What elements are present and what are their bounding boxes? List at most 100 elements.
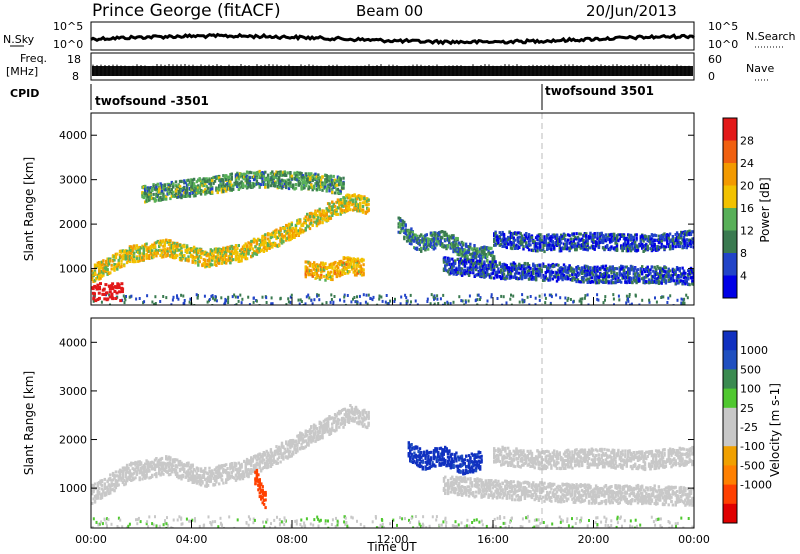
range-gate-cell [596,236,599,240]
range-gate-cell [261,248,264,252]
range-gate-cell [252,240,256,244]
range-gate-cell [512,241,515,245]
range-gate-cell [257,172,260,176]
range-gate-cell [445,232,448,236]
range-gate-cell [251,184,254,188]
range-gate-cell [353,206,356,210]
range-gate-cell [462,241,465,245]
range-gate-cell [520,241,524,245]
range-gate-cell [151,254,154,258]
range-gate-cell [340,184,344,188]
range-gate-cell [568,264,571,268]
range-gate-cell [318,213,321,217]
range-gate-cell [462,243,465,247]
range-gate-cell [629,268,633,272]
range-gate-cell [329,265,333,269]
range-gate-cell [466,269,469,272]
range-gate-cell [326,202,330,206]
range-gate-cell [558,237,561,241]
range-gate-cell [163,194,166,198]
range-gate-cell [120,259,123,263]
range-gate-cell [315,217,319,221]
range-gate-cell [98,274,101,278]
range-gate-cell [565,247,568,251]
range-gate-cell [590,276,594,280]
range-gate-cell [92,280,95,283]
range-gate-cell [192,182,196,186]
range-gate-cell [359,271,362,275]
range-gate-cell [211,258,214,262]
range-gate-cell [420,240,423,244]
range-gate-cell [476,266,479,270]
range-gate-cell [638,244,641,248]
range-gate-cell [116,266,119,269]
range-gate-cell [614,246,617,250]
range-gate-cell [335,269,338,272]
range-gate-cell [657,280,661,284]
range-gate-cell [204,182,207,186]
range-gate-cell [208,255,211,259]
range-gate-cell [666,270,669,274]
range-gate-cell [540,240,543,244]
range-gate-cell [262,246,266,250]
range-gate-cell [268,232,271,236]
range-gate-cell [343,203,346,207]
range-gate-cell [504,276,507,280]
range-gate-cell [278,172,281,176]
range-gate-cell [565,275,568,279]
range-gate-cell [632,267,635,271]
range-gate-cell [187,248,190,251]
range-gate-cell [205,191,208,195]
range-gate-cell [649,247,652,251]
range-gate-cell [290,229,293,233]
range-gate-cell [554,235,557,239]
range-gate-cell [611,232,614,236]
range-gate-cell [518,277,521,281]
range-gate-cell [163,247,166,251]
range-gate-cell [625,246,628,250]
range-gate-cell [597,281,601,285]
range-gate-cell [315,181,319,185]
range-gate-cell [653,271,656,275]
range-gate-cell [233,249,236,253]
range-gate-cell [197,184,200,188]
range-gate-cell [456,247,459,251]
range-gate-cell [608,240,612,244]
range-gate-cell [222,260,225,264]
range-gate-cell [278,230,281,234]
range-gate-cell [611,265,614,269]
range-gate-cell [345,204,348,208]
range-gate-cell [230,250,233,254]
range-gate-cell [350,194,353,198]
range-gate-cell [296,230,299,234]
range-gate-cell [159,184,162,188]
range-gate-cell [539,269,542,273]
range-gate-cell [241,251,245,255]
range-gate-cell [273,241,277,245]
range-gate-cell [558,243,561,247]
range-gate-cell [518,241,521,245]
range-gate-cell [350,198,353,202]
range-gate-cell [124,254,127,257]
range-gate-cell [233,251,236,255]
range-gate-cell [310,183,313,187]
range-gate-cell [585,232,588,236]
range-gate-cell [215,175,218,179]
range-gate-cell [286,178,289,182]
range-gate-cell [501,276,504,280]
range-gate-cell [526,262,529,266]
range-gate-cell [657,275,661,279]
range-gate-cell [195,254,199,258]
range-gate-cell [285,174,288,177]
range-gate-cell [240,184,243,188]
range-gate-cell [264,170,267,174]
range-gate-cell [571,245,574,249]
range-gate-cell [580,276,584,280]
range-gate-cell [114,265,118,268]
range-gate-cell [518,265,521,269]
range-gate-cell [561,274,564,278]
range-gate-cell [349,201,352,205]
range-gate-cell [211,177,214,181]
range-gate-cell [617,239,620,243]
range-gate-cell [583,233,587,237]
